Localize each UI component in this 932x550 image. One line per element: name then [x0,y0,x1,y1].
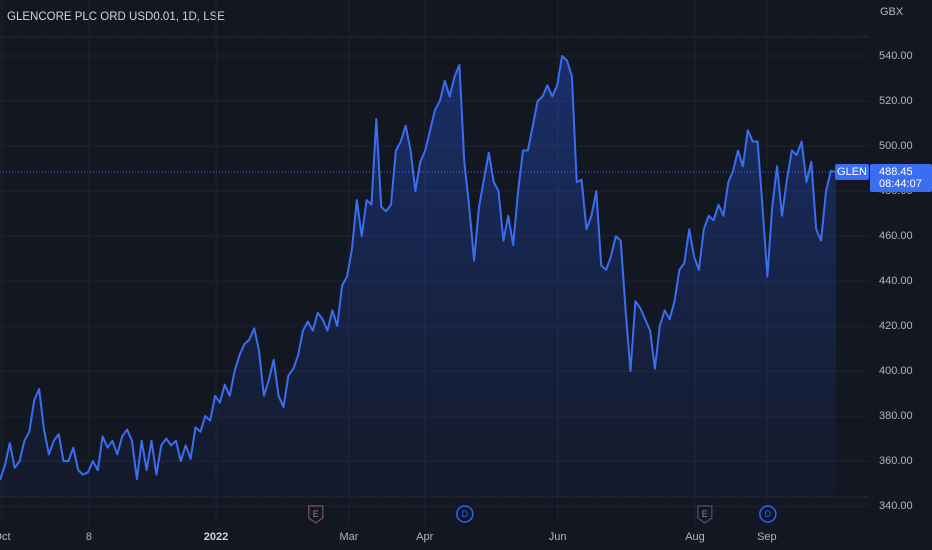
x-tick-label: Jun [549,531,567,543]
y-tick-label: 340.00 [879,500,913,512]
x-tick-label: Aug [685,531,705,543]
y-tick-label: 500.00 [879,140,913,152]
area-fill [0,56,836,497]
price-tag [870,164,932,193]
y-tick-label: 460.00 [879,230,913,242]
y-tick-label: 540.00 [879,50,913,62]
event-label: E [313,509,319,519]
earnings-marker [697,505,713,524]
x-tick-label: Apr [416,531,433,543]
y-tick-label: 360.00 [879,455,913,467]
y-tick-label: 520.00 [879,95,913,107]
dividend-marker [759,505,777,523]
y-unit: GBX [880,6,904,18]
y-tick-label: 400.00 [879,365,913,377]
x-tick-label: 8 [86,531,92,543]
event-label: D [462,509,469,519]
x-tick-label: 2022 [204,531,228,543]
symbol-label: GLEN [837,166,867,178]
y-tick-label: 420.00 [879,320,913,332]
last-time-label: 08:44:07 [879,178,922,190]
earnings-marker [307,505,324,524]
price-line [0,55,837,481]
chart-title: GLENCORE PLC ORD USD0.01, 1D, LSE [7,11,225,23]
last-price-label: 488.45 [879,166,913,178]
x-tick-label: Sep [757,531,777,543]
y-tick-label: 440.00 [879,275,913,287]
x-tick-label: Mar [340,531,359,543]
x-tick-label: Oct [0,531,11,543]
y-tick-label: 380.00 [879,410,913,422]
event-label: D [765,509,772,519]
event-label: E [702,509,708,519]
symbol-tag [835,164,869,181]
dividend-marker [456,505,474,523]
